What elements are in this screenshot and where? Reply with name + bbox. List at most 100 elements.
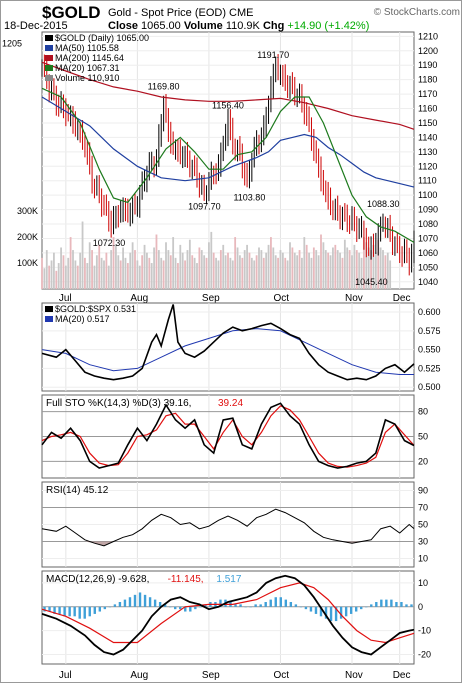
volume-bar [265, 252, 268, 289]
volume-bar [377, 239, 380, 289]
macd-histogram-bar [264, 602, 267, 607]
legend-swatch [45, 35, 53, 41]
volume-bar [122, 247, 124, 289]
volume-bar [167, 250, 170, 289]
macd-histogram-bar [344, 606, 348, 617]
volume-bar [379, 247, 382, 289]
volume-bar [174, 257, 177, 289]
macd-histogram-bar [103, 606, 107, 610]
legend-entry: $GOLD:$SPX 0.531 [55, 304, 136, 314]
volume-bar [72, 250, 74, 289]
volume-bar [74, 260, 77, 289]
volume-tick-label: 200K [17, 232, 38, 242]
volume-bar [124, 257, 127, 289]
volume-bar [291, 247, 294, 289]
volume-bar [64, 265, 67, 289]
volume-bar [76, 265, 79, 289]
legend-entry: 39.24 [218, 398, 243, 409]
macd-signal-line [41, 582, 415, 644]
volume-bar [219, 250, 222, 289]
volume-bar [351, 255, 353, 289]
macd-histogram-bar [279, 597, 282, 607]
volume-bar [112, 237, 115, 289]
macd-histogram-bar [58, 606, 61, 614]
volume-bar [324, 250, 327, 289]
price-annotation: 1088.30 [367, 199, 400, 209]
price-tick-label: 1210 [418, 31, 438, 41]
macd-histogram-bar [53, 606, 56, 614]
rsi-tick-label: 50 [418, 520, 428, 530]
macd-histogram-bar [380, 599, 383, 607]
price-tick-label: 1060 [418, 248, 438, 258]
macd-histogram-bar [138, 592, 142, 607]
month-label: Dec [393, 293, 411, 304]
close-label: Close [108, 20, 138, 32]
macd-histogram-bar [179, 606, 182, 610]
volume-bar [241, 257, 244, 289]
legend-entry: Full STO %K(14,3) %D(3) 39.16, [46, 398, 191, 409]
ratio-tick-label: 0.575 [418, 326, 441, 336]
volume-bar [320, 234, 322, 289]
ma50-line [41, 96, 415, 188]
volume-bar [81, 221, 84, 289]
volume-bar [126, 263, 129, 289]
volume-bar [91, 250, 93, 289]
volume-bar [105, 252, 108, 289]
volume-bar [107, 265, 110, 289]
volume-bar [315, 250, 318, 289]
macd-histogram-bar [158, 602, 162, 607]
price-tick-label: 1120 [418, 161, 437, 171]
price-tick-label: 1110 [418, 176, 437, 186]
legend-swatch [45, 55, 53, 61]
ratio-tick-label: 0.550 [418, 345, 441, 355]
price-annotation: 1169.80 [148, 81, 180, 91]
macd-histogram-bar [375, 602, 378, 607]
price-tick-label: 1050 [418, 262, 438, 272]
volume-bar [141, 255, 144, 289]
volume-bar [41, 257, 43, 289]
volume-bar [157, 250, 160, 289]
price-annotation: 1156.40 [212, 101, 244, 111]
volume-bar [284, 257, 287, 289]
month-label: Oct [273, 293, 289, 304]
macd-histogram-bar [199, 606, 202, 608]
ratio-tick-label: 0.500 [418, 382, 441, 392]
volume-bar [262, 257, 265, 289]
volume-bar [69, 237, 72, 289]
stockcharts-watermark: © StockCharts.com [373, 7, 460, 18]
legend-entry: MA(20) 1067.31 [55, 63, 120, 73]
price-tick-label: 1180 [418, 75, 437, 85]
price-tick-label: 1190 [418, 60, 437, 70]
macd-histogram-bar [294, 604, 298, 607]
quote-summary: Close 1065.00 Volume 110.9K Chg +14.90 (… [108, 20, 369, 32]
macd-histogram-bar [405, 604, 408, 607]
month-label: Dec [393, 670, 411, 681]
legend-entry: MACD(12,26,9) -9.628, [46, 574, 149, 585]
macd-histogram-bar [128, 597, 132, 607]
volume-bar [281, 252, 284, 289]
price-annotation: 1191.70 [257, 50, 289, 60]
macd-histogram-bar [349, 606, 353, 614]
volume-bar [305, 244, 308, 289]
legend-entry: Volume 110,910 [55, 73, 119, 83]
volume-bar [103, 260, 105, 289]
macd-histogram-bar [254, 604, 257, 607]
volume-bar [243, 250, 246, 289]
macd-histogram-bar [143, 594, 147, 607]
macd-histogram-bar [113, 604, 117, 607]
price-tick-label: 1040 [418, 277, 438, 287]
legend-swatch [45, 316, 53, 322]
macd-histogram-bar [133, 594, 137, 607]
month-label: Aug [130, 670, 148, 681]
price-tick-label: 1160 [418, 104, 437, 114]
volume-bar [67, 257, 70, 289]
volume-bar [131, 242, 134, 289]
volume-bar [115, 244, 117, 289]
volume-bar [301, 257, 303, 289]
macd-histogram-bar [68, 606, 71, 617]
sto-k-line [41, 402, 415, 469]
volume-bar [286, 260, 289, 289]
month-label: Jul [59, 670, 72, 681]
volume-bar [346, 247, 349, 289]
macd-histogram-bar [329, 606, 333, 622]
